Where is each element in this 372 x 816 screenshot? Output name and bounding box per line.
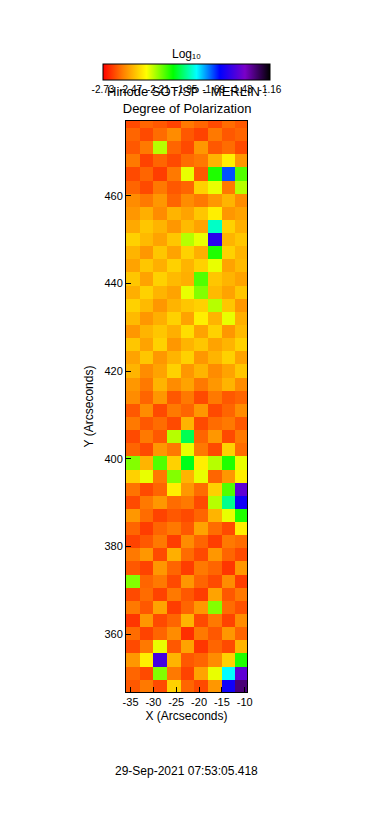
- svg-text:X (Arcseconds): X (Arcseconds): [145, 709, 227, 723]
- svg-text:29-Sep-2021 07:53:05.418: 29-Sep-2021 07:53:05.418: [115, 764, 258, 778]
- svg-text:-2.21: -2.21: [147, 84, 170, 95]
- svg-text:460: 460: [104, 190, 122, 202]
- svg-text:360: 360: [104, 628, 122, 640]
- svg-text:-30: -30: [145, 696, 161, 708]
- svg-text:-1.69: -1.69: [202, 84, 225, 95]
- svg-text:Y (Arcseconds): Y (Arcseconds): [82, 366, 96, 448]
- svg-text:440: 440: [104, 277, 122, 289]
- svg-text:380: 380: [104, 540, 122, 552]
- svg-text:-1.16: -1.16: [259, 84, 282, 95]
- svg-text:420: 420: [104, 365, 122, 377]
- svg-text:-2.47: -2.47: [119, 84, 142, 95]
- svg-text:Hinode SOT/SP - MERLIN :Degree: Hinode SOT/SP - MERLIN :Degree of Polari…: [107, 84, 267, 116]
- svg-text:-1.95: -1.95: [175, 84, 198, 95]
- svg-text:-2.73: -2.73: [92, 84, 115, 95]
- svg-text:400: 400: [104, 453, 122, 465]
- svg-text:-35: -35: [123, 696, 139, 708]
- svg-text:-20: -20: [191, 696, 207, 708]
- svg-text:-25: -25: [168, 696, 184, 708]
- svg-text:-1.43: -1.43: [230, 84, 253, 95]
- svg-text:Log₁₀: Log₁₀: [172, 47, 201, 61]
- svg-text:-10: -10: [237, 696, 253, 708]
- svg-text:-15: -15: [214, 696, 230, 708]
